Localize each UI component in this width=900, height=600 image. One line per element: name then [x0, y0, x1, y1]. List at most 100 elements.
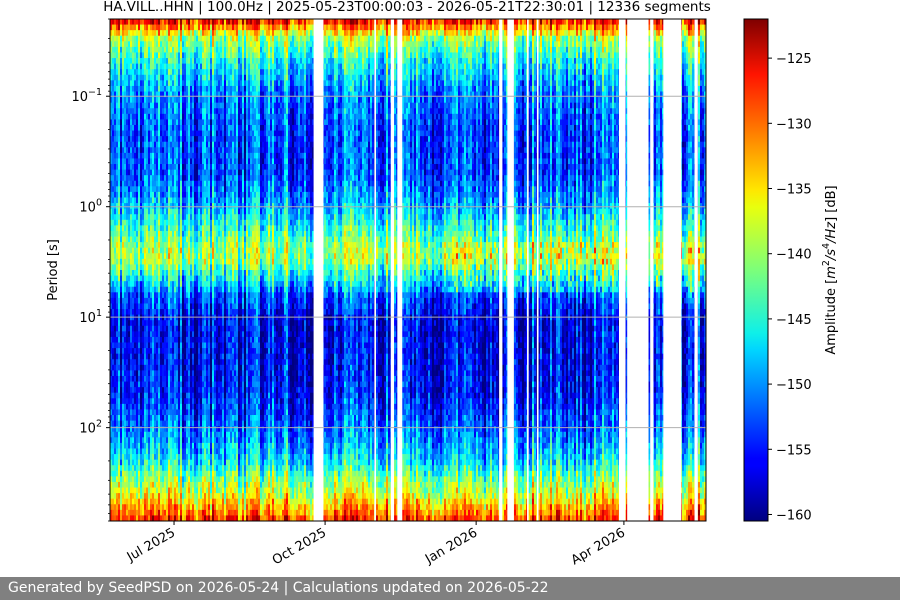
- heatmap-cell: [124, 158, 127, 165]
- heatmap-cell: [110, 509, 113, 516]
- heatmap-cell: [126, 509, 129, 516]
- heatmap-cell: [160, 230, 163, 237]
- heatmap-cell: [144, 454, 147, 461]
- heatmap-cell: [146, 309, 149, 316]
- heatmap-cell: [140, 136, 143, 143]
- heatmap-cell: [158, 281, 161, 288]
- heatmap-cell: [152, 454, 155, 461]
- heatmap-cell: [142, 476, 145, 483]
- heatmap-cell: [130, 398, 133, 405]
- heatmap-cell: [118, 515, 121, 521]
- heatmap-cell: [150, 230, 153, 237]
- heatmap-cell: [146, 348, 149, 355]
- heatmap-cell: [142, 208, 145, 215]
- heatmap-cell: [136, 470, 139, 477]
- heatmap-cell: [142, 286, 145, 293]
- heatmap-cell: [166, 509, 169, 516]
- heatmap-cell: [150, 152, 153, 159]
- heatmap-cell: [158, 169, 161, 176]
- heatmap-cell: [114, 19, 117, 25]
- heatmap-cell: [158, 292, 161, 299]
- heatmap-cell: [156, 219, 159, 226]
- heatmap-cell: [158, 46, 161, 53]
- heatmap-cell: [168, 515, 171, 521]
- heatmap-cell: [150, 320, 153, 327]
- heatmap-cell: [144, 387, 147, 394]
- heatmap-cell: [130, 515, 133, 521]
- heatmap-cell: [156, 359, 159, 366]
- heatmap-cell: [166, 359, 169, 366]
- heatmap-cell: [158, 69, 161, 76]
- heatmap-cell: [144, 130, 147, 137]
- heatmap-cell: [114, 85, 117, 92]
- heatmap-cell: [114, 381, 117, 388]
- heatmap-cell: [126, 398, 129, 405]
- heatmap-cell: [134, 203, 137, 210]
- heatmap-cell: [130, 180, 133, 187]
- heatmap-cell: [114, 426, 117, 433]
- heatmap-cell: [134, 124, 137, 131]
- heatmap-cell: [136, 420, 139, 427]
- heatmap-cell: [156, 58, 159, 65]
- heatmap-cell: [146, 236, 149, 243]
- heatmap-cell: [152, 420, 155, 427]
- heatmap-cell: [140, 375, 143, 382]
- heatmap-cell: [130, 175, 133, 182]
- heatmap-cell: [148, 375, 151, 382]
- heatmap-cell: [132, 487, 135, 494]
- heatmap-cell: [162, 19, 165, 25]
- heatmap-cell: [156, 85, 159, 92]
- heatmap-cell: [150, 470, 153, 477]
- heatmap-cell: [132, 30, 135, 37]
- heatmap-cell: [142, 515, 145, 521]
- heatmap-cell: [154, 348, 157, 355]
- heatmap-cell: [162, 35, 165, 42]
- heatmap-cell: [132, 214, 135, 221]
- heatmap-cell: [164, 191, 167, 198]
- heatmap-cell: [110, 24, 113, 31]
- heatmap-cell: [152, 236, 155, 243]
- heatmap-cell: [118, 80, 121, 87]
- heatmap-cell: [120, 164, 123, 170]
- heatmap-cell: [134, 320, 137, 327]
- heatmap-cell: [126, 454, 129, 461]
- heatmap-cell: [126, 348, 129, 355]
- heatmap-cell: [110, 41, 113, 48]
- heatmap-cell: [160, 108, 163, 115]
- heatmap-cell: [112, 219, 115, 226]
- heatmap-cell: [140, 46, 143, 53]
- heatmap-cell: [134, 52, 137, 59]
- heatmap-cell: [156, 230, 159, 237]
- heatmap-cell: [166, 459, 169, 466]
- heatmap-cell: [154, 426, 157, 433]
- heatmap-cell: [114, 69, 117, 76]
- heatmap-cell: [156, 281, 159, 288]
- heatmap-cell: [134, 331, 137, 338]
- heatmap-cell: [124, 242, 127, 249]
- heatmap-cell: [110, 69, 113, 76]
- heatmap-cell: [122, 80, 125, 87]
- heatmap-cell: [152, 336, 155, 343]
- heatmap-cell: [120, 459, 123, 466]
- heatmap-cell: [132, 247, 135, 254]
- heatmap-cell: [116, 46, 119, 53]
- heatmap-cell: [136, 364, 139, 371]
- heatmap-cell: [158, 63, 161, 70]
- heatmap-cell: [144, 124, 147, 131]
- heatmap-cell: [158, 136, 161, 143]
- heatmap-cell: [168, 242, 171, 249]
- heatmap-cell: [128, 85, 131, 92]
- heatmap-cell: [150, 409, 153, 416]
- heatmap-cell: [170, 63, 173, 70]
- heatmap-cell: [156, 515, 159, 521]
- heatmap-cell: [110, 270, 113, 276]
- heatmap-cell: [116, 113, 119, 120]
- heatmap-cell: [138, 69, 141, 76]
- heatmap-cell: [136, 504, 139, 511]
- heatmap-cell: [132, 481, 135, 488]
- heatmap-cell: [148, 152, 151, 159]
- heatmap-cell: [134, 448, 137, 455]
- heatmap-cell: [120, 426, 123, 433]
- heatmap-cell: [124, 119, 127, 126]
- heatmap-cell: [118, 253, 121, 260]
